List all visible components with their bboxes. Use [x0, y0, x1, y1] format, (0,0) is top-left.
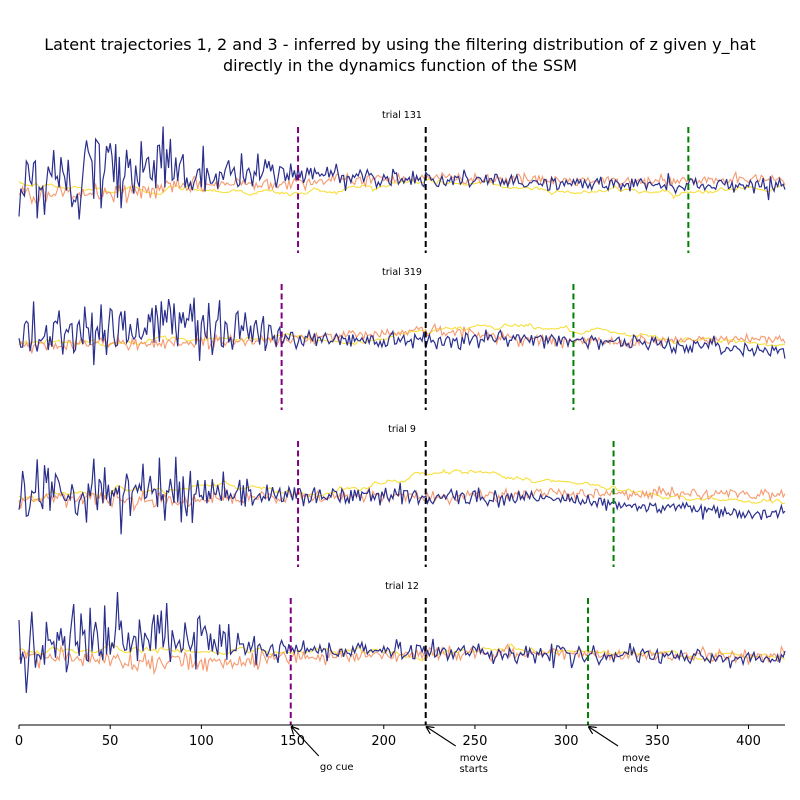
figure-title-line-1: Latent trajectories 1, 2 and 3 - inferre…: [44, 35, 756, 54]
x-tick-label: 100: [189, 734, 214, 749]
x-tick-label: 300: [554, 734, 579, 749]
subplot-trial-3: trial 9: [18, 424, 786, 567]
annotation-text: go cue: [320, 762, 354, 773]
x-tick-label: 200: [371, 734, 396, 749]
annotation-arrow: [292, 727, 320, 757]
figure-title-line-2: directly in the dynamics function of the…: [223, 56, 577, 75]
annotation-text: move: [622, 753, 650, 764]
annotation-go-cue: go cue: [292, 727, 354, 773]
subplot-title: trial 319: [382, 267, 422, 278]
subplot-title: trial 12: [385, 581, 419, 592]
subplot-title: trial 9: [388, 424, 416, 435]
x-tick-label: 0: [15, 734, 23, 749]
subplot-trial-4: trial 12: [18, 581, 786, 725]
series-line-latent-1: [18, 456, 786, 535]
annotation-text: move: [460, 753, 488, 764]
annotation-arrow: [427, 727, 457, 747]
annotation-text: ends: [624, 764, 648, 775]
x-tick-label: 250: [463, 734, 488, 749]
series-line-latent-1: [18, 591, 786, 693]
annotation-arrow: [589, 727, 619, 747]
series-line-latent-1: [18, 126, 786, 220]
series-line-latent-3: [19, 322, 786, 348]
x-tick-label: 50: [102, 734, 119, 749]
series-line-latent-1: [18, 297, 786, 366]
figure-title: Latent trajectories 1, 2 and 3 - inferre…: [0, 34, 800, 76]
series-line-latent-2: [18, 322, 786, 354]
series-line-latent-2: [18, 485, 786, 513]
annotation-text: starts: [459, 764, 488, 775]
subplot-trial-1: trial 131: [18, 110, 786, 253]
x-tick-label: 150: [280, 734, 305, 749]
subplot-title: trial 131: [382, 110, 422, 121]
subplot-trial-2: trial 319: [18, 267, 786, 410]
x-tick-label: 400: [736, 734, 761, 749]
x-axis: 0 50 100 150 200 250 300 350 400: [15, 724, 785, 749]
x-tick-label: 350: [645, 734, 670, 749]
